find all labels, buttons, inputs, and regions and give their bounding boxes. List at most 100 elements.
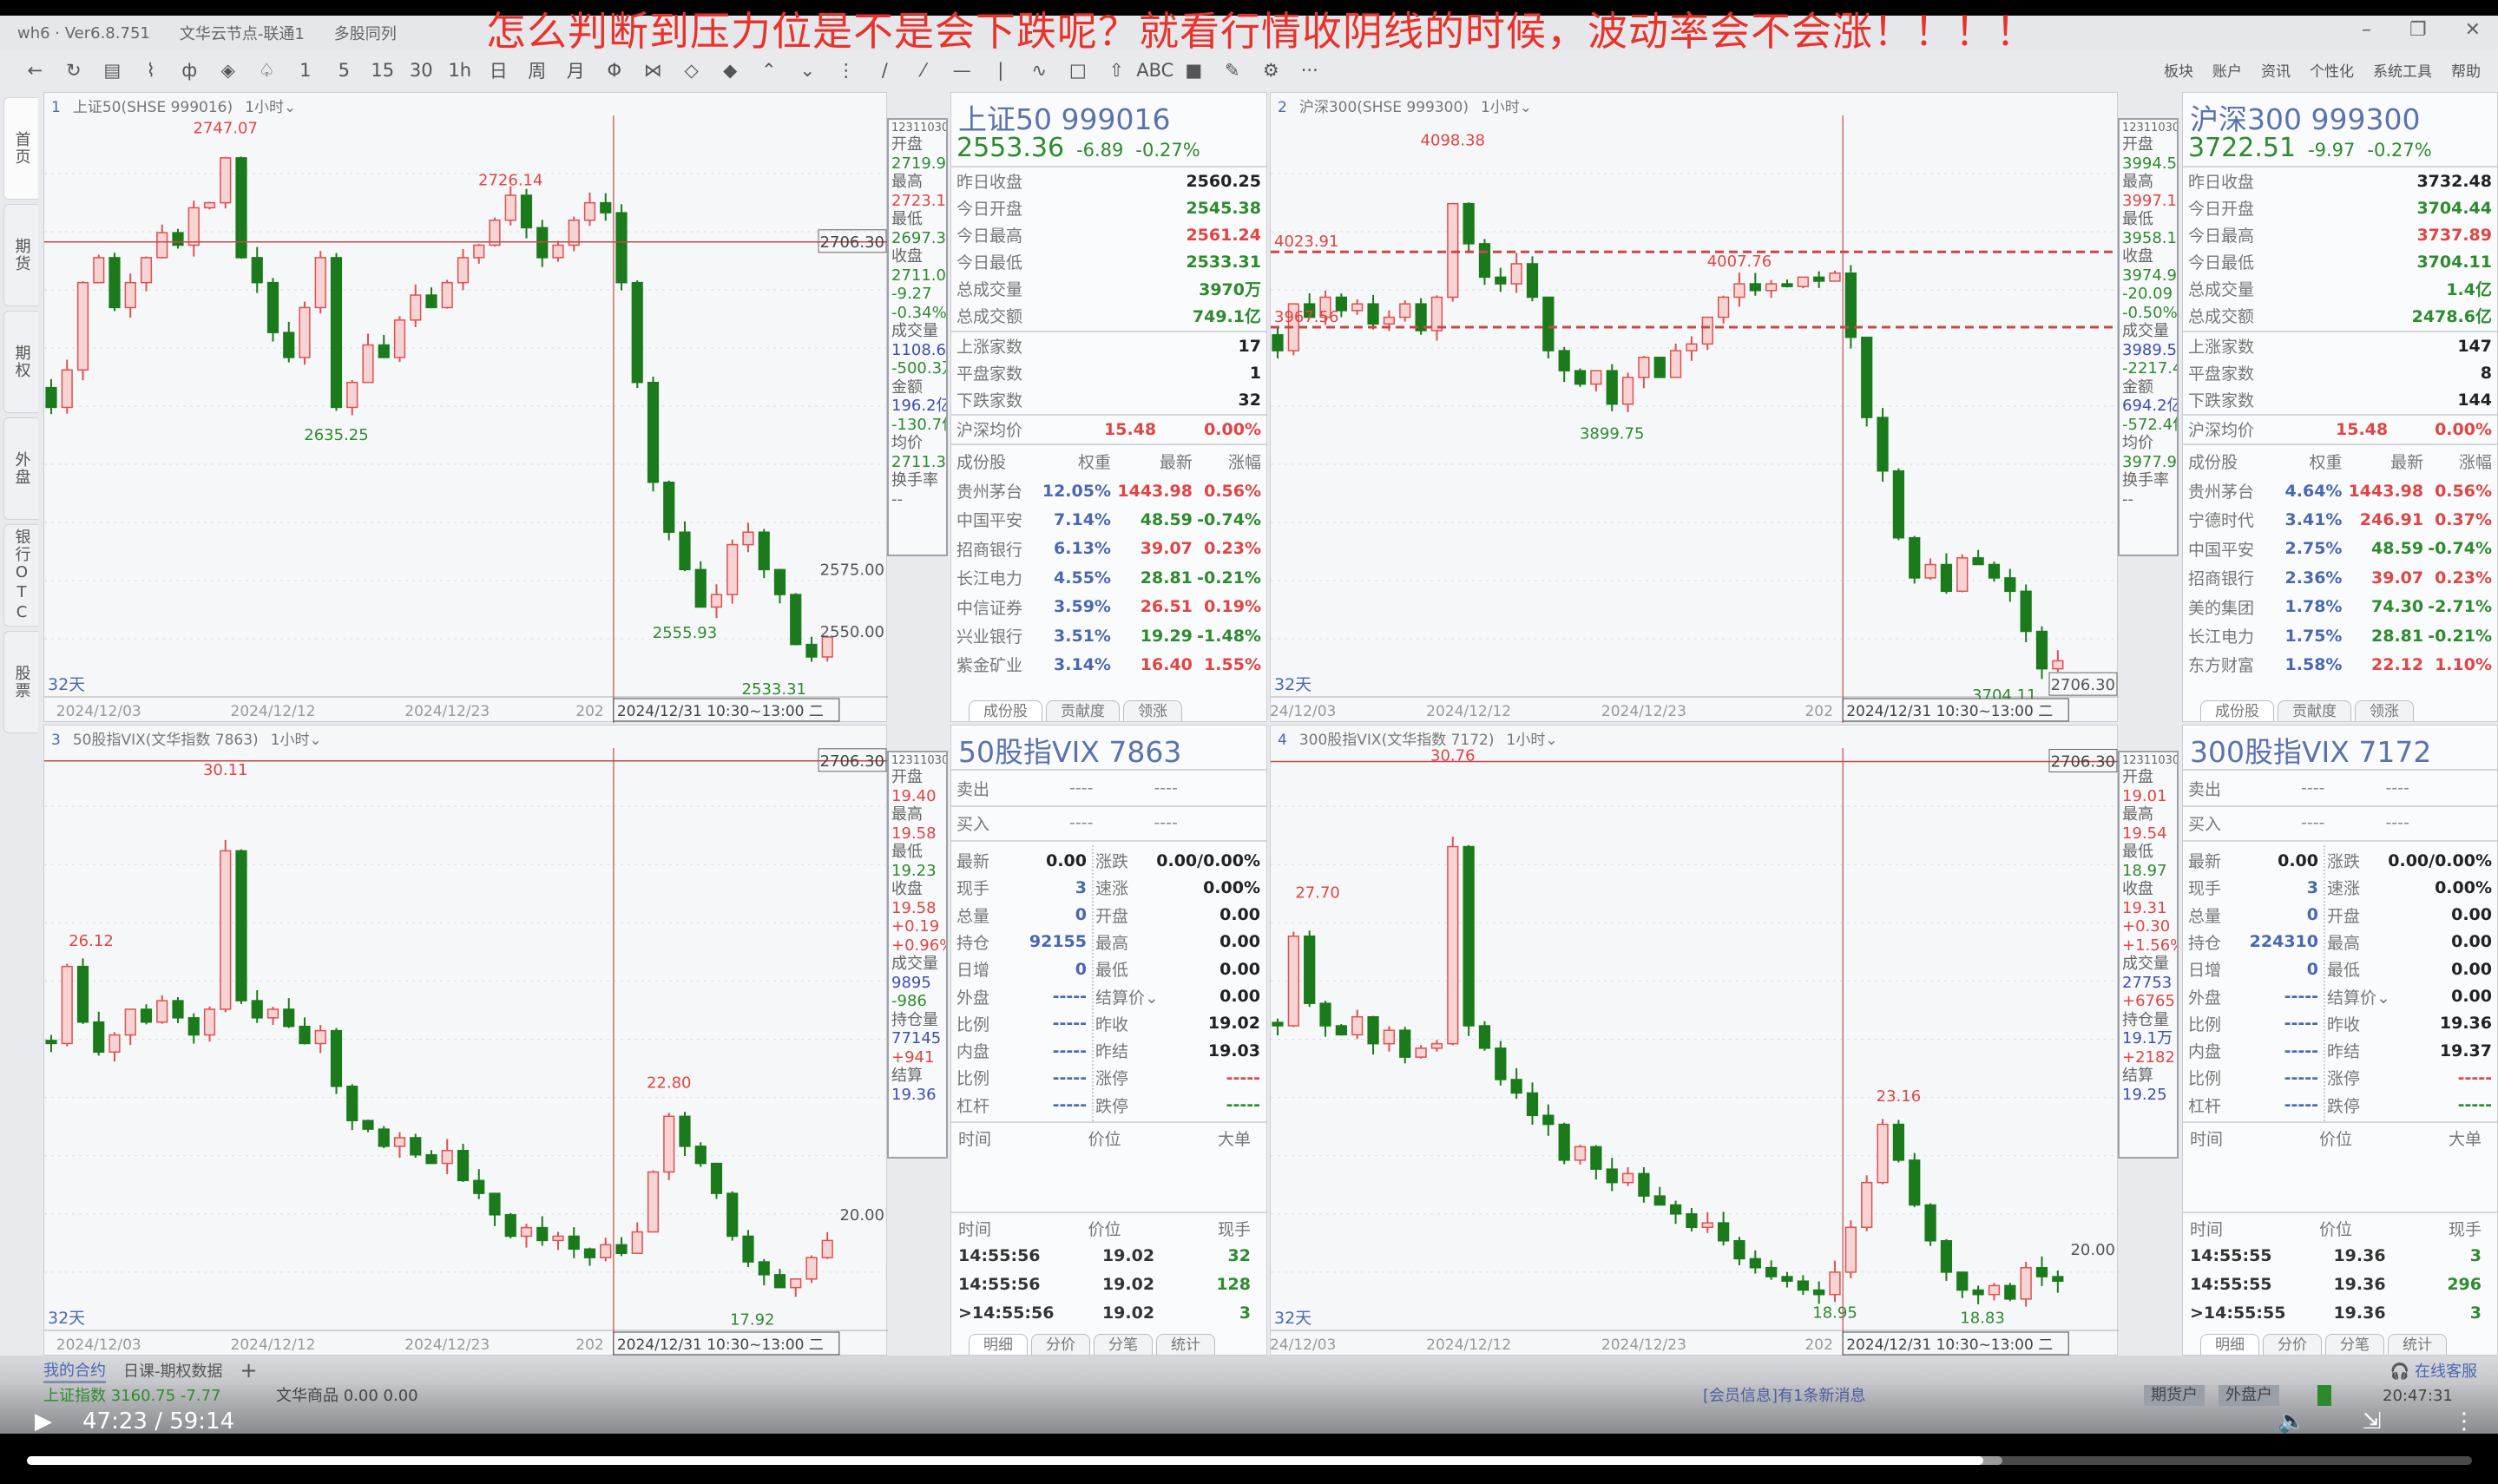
toolbar-tool-8-icon[interactable]: 5: [338, 60, 350, 81]
panel-tab[interactable]: 明细: [2200, 1334, 2259, 1355]
member-message[interactable]: [会员信息]有1条新消息: [1703, 1387, 1866, 1405]
toolbar-tool-5-icon[interactable]: ◈: [220, 60, 235, 81]
sidebar-tab[interactable]: 首页: [3, 97, 38, 200]
period-dropdown[interactable]: 1小时⌄: [245, 99, 297, 116]
toolbar-tool-19-icon[interactable]: ⌃: [760, 60, 777, 81]
constituent-row[interactable]: 招商银行 6.13% 39.07 0.23%: [956, 535, 1261, 563]
toolbar-tool-20-icon[interactable]: ⌄: [799, 60, 816, 81]
toolbar-tool-7-icon[interactable]: 1: [299, 60, 312, 81]
menu-item[interactable]: 账户: [2212, 63, 2242, 81]
panel-tab[interactable]: 贡献度: [2278, 700, 2351, 721]
panel-tab[interactable]: 成份股: [2200, 700, 2274, 721]
toolbar-tool-28-icon[interactable]: ⇧: [1108, 60, 1125, 81]
period-dropdown[interactable]: 1小时⌄: [1480, 99, 1533, 116]
panel-tab[interactable]: 领涨: [2355, 700, 2414, 721]
sidebar-tab[interactable]: 股票: [3, 631, 38, 733]
toolbar-tool-22-icon[interactable]: /: [881, 60, 888, 81]
sidebar-tab[interactable]: 期权: [3, 311, 38, 413]
constituent-row[interactable]: 长江电力 4.55% 28.81 -0.21%: [956, 563, 1261, 592]
online-service-button[interactable]: 🎧 在线客服: [2390, 1359, 2477, 1382]
panel-tab[interactable]: 分笔: [1094, 1334, 1153, 1355]
constituent-row[interactable]: 中国平安 2.75% 48.59 -0.74%: [2188, 535, 2492, 563]
toolbar-tool-27-icon[interactable]: □: [1068, 60, 1087, 81]
constituent-row[interactable]: 东方财富 1.58% 22.12 1.10%: [2188, 650, 2492, 679]
toolbar-tool-11-icon[interactable]: 1h: [448, 60, 472, 81]
panel-tab[interactable]: 明细: [969, 1334, 1028, 1355]
sidebar-tab[interactable]: 期货: [3, 204, 38, 306]
period-dropdown[interactable]: 1小时⌄: [270, 732, 322, 749]
toolbar-tool-25-icon[interactable]: |: [997, 60, 1004, 81]
restore-icon[interactable]: ❐: [2409, 19, 2427, 41]
toolbar-tool-4-icon[interactable]: ф: [181, 60, 198, 81]
menu-item[interactable]: 帮助: [2451, 63, 2481, 81]
toolbar-tool-29-icon[interactable]: ABC: [1136, 60, 1174, 81]
play-icon[interactable]: ▶: [35, 1408, 52, 1435]
index-ticker[interactable]: 上证指数 3160.75 -7.77: [43, 1387, 220, 1406]
minimize-icon[interactable]: –: [2361, 19, 2371, 41]
toolbar-tool-33-icon[interactable]: ···: [1300, 60, 1318, 81]
toolbar-tool-9-icon[interactable]: 15: [371, 60, 395, 81]
constituent-row[interactable]: 招商银行 2.36% 39.07 0.23%: [2188, 563, 2492, 592]
toolbar-tool-0-icon[interactable]: ←: [27, 60, 43, 81]
chart-panel-4[interactable]: 4 300股指VIX(文华指数 7172) 1小时⌄ 2706.30 20.00 30.7…: [1270, 725, 2119, 1356]
volume-icon[interactable]: 🔈: [2278, 1408, 2306, 1435]
toolbar-tool-6-icon[interactable]: ♤: [258, 60, 275, 81]
foreign-account-button[interactable]: 外盘户: [2219, 1385, 2279, 1406]
toolbar-tool-10-icon[interactable]: 30: [409, 60, 433, 81]
exit-fullscreen-icon[interactable]: ⇲: [2363, 1408, 2382, 1435]
menu-item[interactable]: 个性化: [2310, 63, 2354, 81]
panel-tab[interactable]: 分笔: [2325, 1334, 2384, 1355]
menu-item[interactable]: 板块: [2164, 63, 2193, 81]
add-tab-button[interactable]: +: [240, 1358, 258, 1382]
toolbar-tool-24-icon[interactable]: —: [952, 60, 971, 81]
close-icon[interactable]: ✕: [2464, 19, 2481, 41]
constituent-row[interactable]: 美的集团 1.78% 74.30 -2.71%: [2188, 593, 2492, 621]
constituent-row[interactable]: 贵州茅台 4.64% 1443.98 0.56%: [2188, 476, 2492, 505]
chart-panel-2[interactable]: 2 沪深300(SHSE 999300) 1小时⌄ 4023.91 3967.56 270…: [1270, 92, 2119, 723]
video-progress-track[interactable]: [27, 1456, 2472, 1465]
constituent-row[interactable]: 中国平安 7.14% 48.59 -0.74%: [956, 505, 1261, 534]
server-node[interactable]: 文华云节点-联通1: [179, 25, 305, 43]
toolbar-tool-1-icon[interactable]: ↻: [65, 60, 82, 81]
menu-item[interactable]: 资讯: [2261, 63, 2291, 81]
constituent-row[interactable]: 贵州茅台 12.05% 1443.98 0.56%: [956, 476, 1261, 505]
toolbar-tool-2-icon[interactable]: ▤: [103, 60, 122, 81]
toolbar-tool-32-icon[interactable]: ⚙: [1262, 60, 1279, 81]
tab-daily-options[interactable]: 日课-期权数据: [123, 1363, 223, 1381]
chart-panel-1[interactable]: 1 上证50(SHSE 999016) 1小时⌄ 2706.30 2575.00 2550…: [43, 92, 888, 723]
chart-symbol[interactable]: 沪深300(SHSE 999300): [1298, 99, 1469, 116]
constituent-row[interactable]: 兴业银行 3.51% 19.29 -1.48%: [956, 621, 1261, 650]
chart-symbol[interactable]: 上证50(SHSE 999016): [72, 99, 233, 116]
toolbar-tool-15-icon[interactable]: Φ: [607, 60, 622, 81]
constituent-row[interactable]: 宁德时代 3.41% 246.91 0.37%: [2188, 505, 2492, 534]
panel-tab[interactable]: 贡献度: [1046, 700, 1120, 721]
sidebar-tab[interactable]: 外盘: [3, 417, 38, 520]
constituent-row[interactable]: 长江电力 1.75% 28.81 -0.21%: [2188, 621, 2492, 650]
constituent-row[interactable]: 中信证券 3.59% 26.51 0.19%: [956, 593, 1261, 621]
toolbar-tool-3-icon[interactable]: ⌇: [146, 60, 155, 81]
more-options-icon[interactable]: ⋮: [2453, 1408, 2475, 1435]
toolbar-tool-26-icon[interactable]: ∿: [1031, 60, 1048, 81]
panel-tab[interactable]: 领涨: [1123, 700, 1182, 721]
toolbar-tool-18-icon[interactable]: ◆: [723, 60, 738, 81]
toolbar-tool-13-icon[interactable]: 周: [528, 61, 547, 82]
sidebar-tab[interactable]: 银行OTC: [3, 524, 38, 627]
toolbar-tool-17-icon[interactable]: ◇: [684, 60, 699, 81]
panel-tab[interactable]: 统计: [1156, 1334, 1215, 1355]
constituent-row[interactable]: 紫金矿业 3.14% 16.40 1.55%: [956, 650, 1261, 679]
panel-tab[interactable]: 统计: [2388, 1334, 2447, 1355]
chart-symbol[interactable]: 50股指VIX(文华指数 7863): [72, 732, 259, 749]
period-dropdown[interactable]: 1小时⌄: [1506, 732, 1558, 749]
chart-symbol[interactable]: 300股指VIX(文华指数 7172): [1298, 732, 1495, 749]
tab-my-contracts[interactable]: 我的合约: [43, 1358, 106, 1383]
panel-tab[interactable]: 成份股: [969, 700, 1042, 721]
panel-tab[interactable]: 分价: [2263, 1334, 2322, 1355]
toolbar-tool-30-icon[interactable]: ■: [1185, 60, 1203, 81]
toolbar-tool-23-icon[interactable]: ⁄: [921, 60, 925, 81]
chart-panel-3[interactable]: 3 50股指VIX(文华指数 7863) 1小时⌄ 2706.30 20.00 30.11…: [43, 725, 888, 1356]
menu-item[interactable]: 系统工具: [2373, 63, 2432, 81]
toolbar-tool-31-icon[interactable]: ✎: [1224, 60, 1240, 81]
panel-tab[interactable]: 分价: [1031, 1334, 1090, 1355]
toolbar-tool-16-icon[interactable]: ⋈: [643, 60, 662, 81]
toolbar-tool-14-icon[interactable]: 月: [566, 61, 585, 82]
